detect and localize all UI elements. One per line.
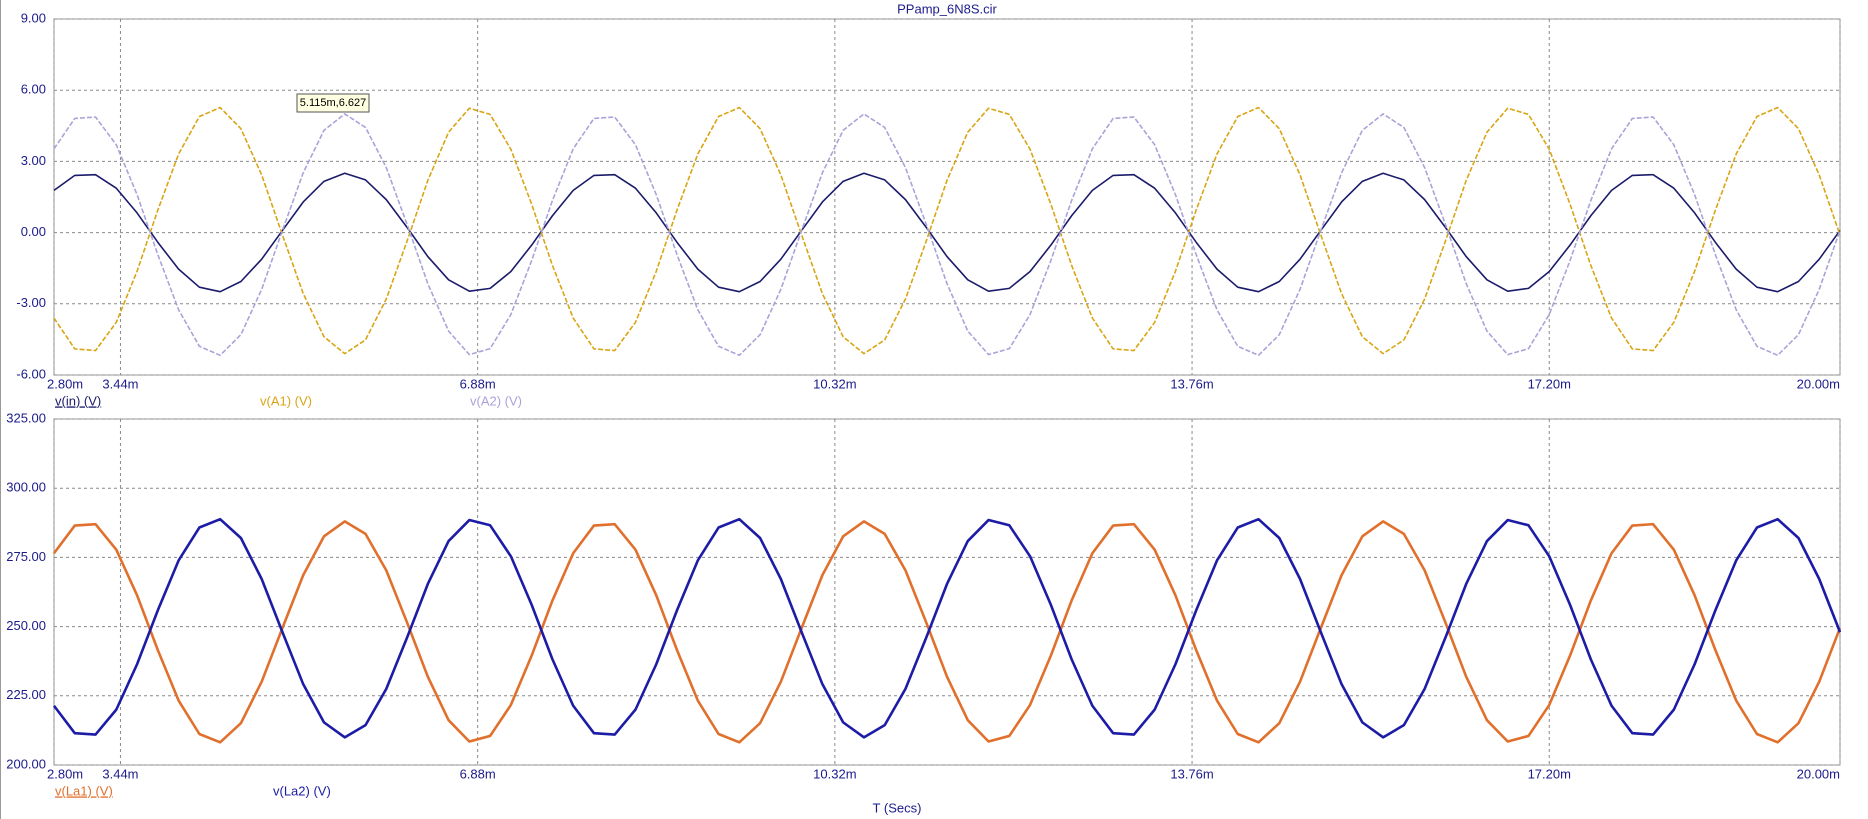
x-axis-label: T (Secs) (873, 800, 922, 815)
y-tick-label: 325.00 (6, 410, 46, 425)
x-tick-label: 2.80m (47, 376, 83, 391)
y-tick-label: 9.00 (21, 10, 46, 25)
series-line (53, 172, 1841, 293)
legend-entry: v(La1) (V) (55, 783, 113, 798)
x-tick-label: 17.20m (1528, 376, 1571, 391)
legend-entry: v(La2) (V) (273, 783, 331, 798)
x-tick-label: 10.32m (813, 766, 856, 781)
x-tick-label: 3.44m (102, 766, 138, 781)
y-tick-label: -6.00 (16, 366, 46, 381)
y-tick-label: 275.00 (6, 549, 46, 564)
y-tick-label: -3.00 (16, 295, 46, 310)
chart-title: PPamp_6N8S.cir (897, 1, 997, 16)
x-tick-label: 20.00m (1797, 766, 1840, 781)
x-tick-label: 6.88m (460, 376, 496, 391)
cursor-annotation-box (296, 93, 370, 113)
y-tick-label: 0.00 (21, 224, 46, 239)
legend-entry: v(in) (V) (55, 393, 101, 408)
x-tick-label: 13.76m (1170, 376, 1213, 391)
y-tick-label: 250.00 (6, 618, 46, 633)
x-tick-label: 6.88m (460, 766, 496, 781)
y-tick-label: 225.00 (6, 687, 46, 702)
y-tick-label: 6.00 (21, 82, 46, 97)
series-line (53, 106, 1841, 355)
x-tick-label: 3.44m (102, 376, 138, 391)
x-tick-label: 10.32m (813, 376, 856, 391)
series-line (52, 517, 1842, 739)
plot-frame (53, 18, 1841, 376)
y-tick-label: 200.00 (6, 756, 46, 771)
x-tick-label: 2.80m (47, 766, 83, 781)
x-tick-label: 13.76m (1170, 766, 1213, 781)
y-tick-label: 3.00 (21, 153, 46, 168)
plot-frame (53, 418, 1841, 766)
series-line (52, 520, 1842, 744)
legend-entry: v(A2) (V) (470, 393, 522, 408)
x-tick-label: 17.20m (1528, 766, 1571, 781)
cursor-annotation: 5.115m,6.627 (300, 97, 366, 109)
legend-entry: v(A1) (V) (260, 393, 312, 408)
y-tick-label: 300.00 (6, 480, 46, 495)
x-tick-label: 20.00m (1797, 376, 1840, 391)
series-line (53, 113, 1841, 357)
